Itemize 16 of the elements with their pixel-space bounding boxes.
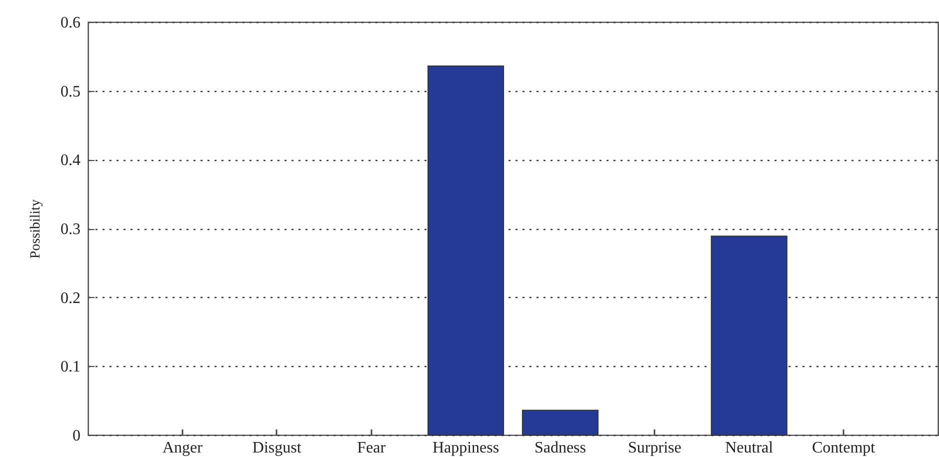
x-tick-label: Happiness bbox=[432, 440, 500, 456]
x-tick-label: Disgust bbox=[252, 440, 302, 456]
x-tick-label: Anger bbox=[162, 440, 204, 456]
x-tick-label: Neutral bbox=[725, 440, 774, 456]
y-tick-label: 0.5 bbox=[60, 83, 80, 100]
y-tick-label: 0.6 bbox=[60, 14, 80, 32]
x-tick-label: Surprise bbox=[628, 440, 682, 456]
x-tick-label: Fear bbox=[357, 440, 386, 456]
y-tick-label: 0.1 bbox=[60, 358, 80, 376]
y-tick-label: 0.2 bbox=[60, 290, 80, 307]
x-tick-label: Contempt bbox=[812, 440, 876, 456]
x-tick-label: Sadness bbox=[534, 440, 586, 456]
y-tick-label: 0.4 bbox=[60, 152, 80, 170]
y-tick-label: 0.3 bbox=[60, 221, 80, 238]
y-axis-title: Possibility bbox=[28, 199, 44, 259]
y-tick-label: 0 bbox=[72, 428, 80, 444]
